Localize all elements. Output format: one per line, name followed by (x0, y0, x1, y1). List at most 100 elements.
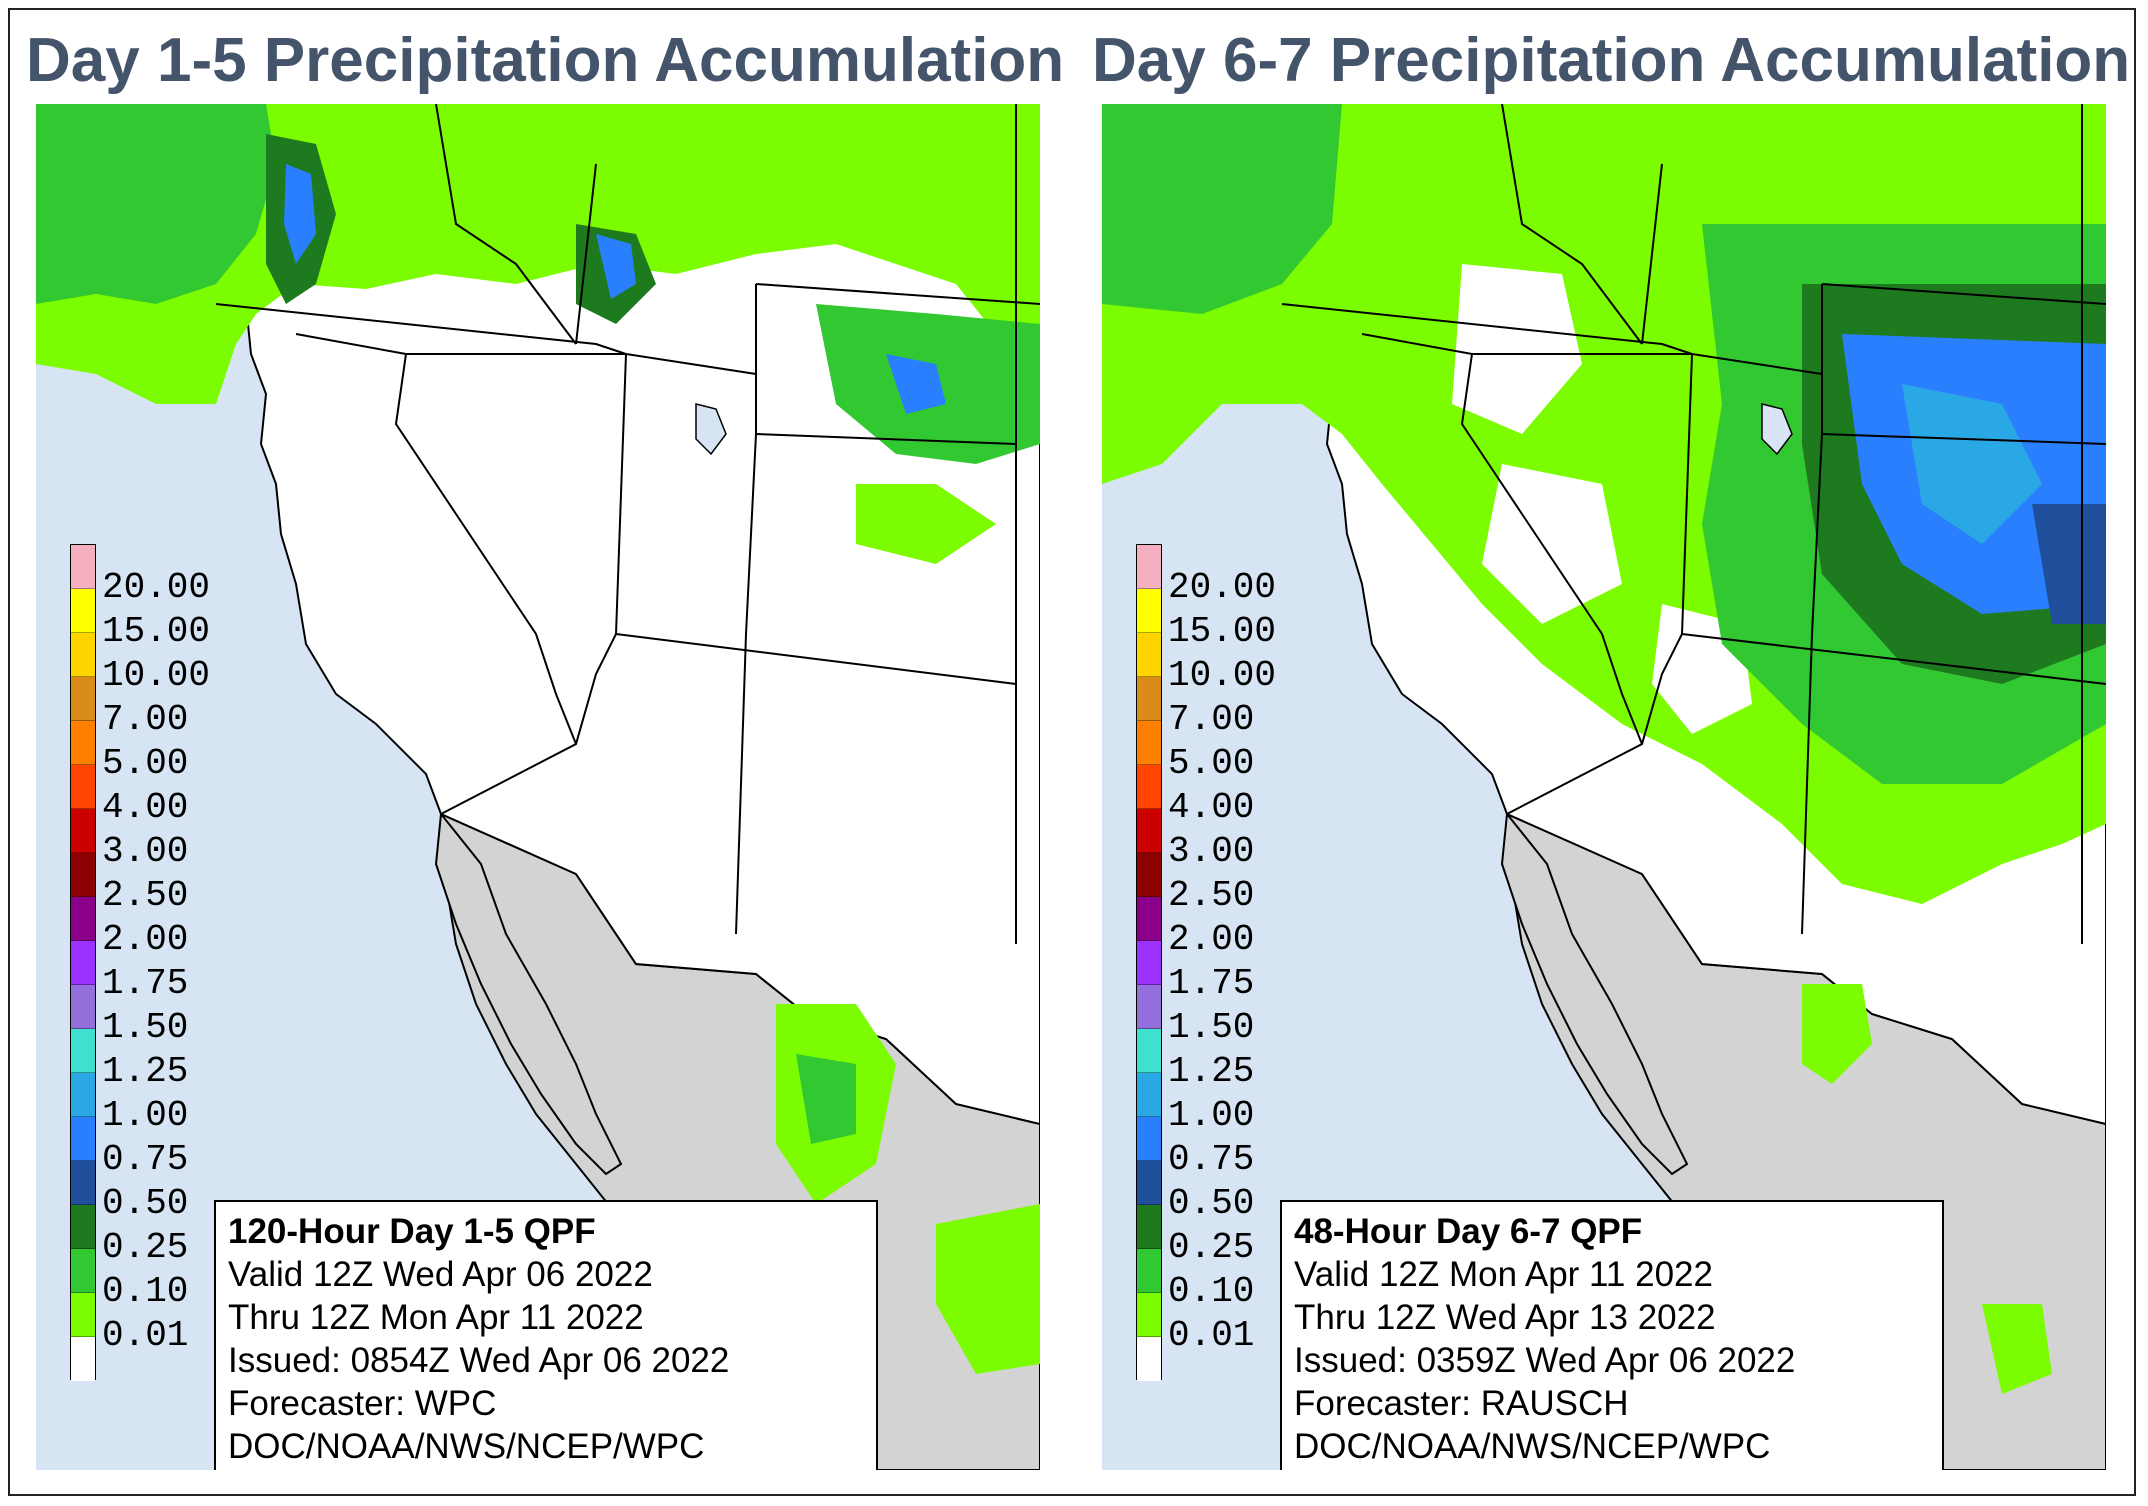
issued-time: Issued: 0854Z Wed Apr 06 2022 (228, 1341, 730, 1380)
border-wy-co (755, 433, 1017, 445)
legend-label: 0.10 (1168, 1271, 1255, 1312)
legend-swatch (71, 985, 95, 1029)
legend-label: 0.25 (102, 1227, 189, 1268)
border-ut-co (1811, 433, 1823, 635)
legend-label: 0.50 (102, 1183, 189, 1224)
issued-time: Issued: 0359Z Wed Apr 06 2022 (1294, 1341, 1796, 1380)
legend-swatch (71, 765, 95, 809)
legend-swatch (1137, 721, 1161, 765)
legend-swatch (71, 1117, 95, 1161)
legend-label: 20.00 (102, 567, 211, 608)
precip-wyoming-heavy (886, 354, 946, 414)
legend-label: 1.00 (102, 1095, 189, 1136)
legend-swatch (71, 677, 95, 721)
border-id-west (435, 104, 577, 345)
great-salt-lake (695, 403, 727, 456)
legend-swatch (1137, 1337, 1161, 1381)
border-az-ca (1506, 633, 1683, 815)
border-az-nm-vertical (1801, 633, 1813, 935)
border-ca-nv (394, 353, 577, 745)
legend-swatch (1137, 809, 1161, 853)
great-salt-lake (1761, 403, 1793, 456)
border-ca-nv (1460, 353, 1643, 745)
border-or-ca-nv (1281, 303, 1693, 355)
legend-colorbar (1136, 544, 1162, 1381)
legend-colorbar (70, 544, 96, 1381)
thru-time: Thru 12Z Wed Apr 13 2022 (1294, 1298, 1716, 1337)
legend-label: 3.00 (1168, 831, 1255, 872)
legend-label: 1.75 (102, 963, 189, 1004)
agency: DOC/NOAA/NWS/NCEP/WPC (1294, 1427, 1771, 1466)
legend-label: 10.00 (102, 655, 211, 696)
precip-coast-moderate (36, 104, 276, 304)
legend-swatch (1137, 1161, 1161, 1205)
map-day1-5-graphic (36, 104, 1040, 1470)
legend-label: 0.25 (1168, 1227, 1255, 1268)
legend-label: 20.00 (1168, 567, 1277, 608)
valid-time: Valid 12Z Mon Apr 11 2022 (1294, 1255, 1713, 1294)
legend-label: 0.01 (102, 1315, 189, 1356)
legend-label: 0.50 (1168, 1183, 1255, 1224)
legend-label: 2.50 (1168, 875, 1255, 916)
border-mt-wy (755, 283, 1040, 305)
legend-swatch (1137, 589, 1161, 633)
legend-label: 2.50 (102, 875, 189, 916)
baja-peninsula (434, 811, 623, 1176)
legend-swatch (1137, 897, 1161, 941)
border-wy-co (1821, 433, 2106, 445)
legend-label: 4.00 (1168, 787, 1255, 828)
legend-swatch (71, 1337, 95, 1381)
legend-label: 5.00 (1168, 743, 1255, 784)
legend-swatch (71, 589, 95, 633)
legend-swatch (1137, 1249, 1161, 1293)
legend-swatch (71, 941, 95, 985)
agency: DOC/NOAA/NWS/NCEP/WPC (228, 1427, 705, 1466)
panel-title-day6-7: Day 6-7 Precipitation Accumulation (1092, 26, 2131, 95)
legend-label: 15.00 (1168, 611, 1277, 652)
legend-swatch (71, 633, 95, 677)
precip-gap-nevada (1482, 464, 1622, 624)
thru-time: Thru 12Z Mon Apr 11 2022 (228, 1298, 644, 1337)
legend-label: 0.01 (1168, 1315, 1255, 1356)
legend-label: 1.50 (102, 1007, 189, 1048)
border-id-east (1641, 163, 1663, 345)
forecaster: Forecaster: RAUSCH (1294, 1384, 1629, 1423)
map-day6-7-graphic (1102, 104, 2106, 1470)
precip-mexico-light (1802, 984, 1872, 1084)
baja-peninsula (1500, 811, 1689, 1176)
legend-swatch (71, 1293, 95, 1337)
panel-title-day1-5: Day 1-5 Precipitation Accumulation (26, 26, 1065, 95)
map-day6-7: 20.00 15.00 10.00 7.00 5.00 4.00 3.00 2.… (1102, 104, 2106, 1470)
legend-swatch (71, 1073, 95, 1117)
border-id-east (575, 163, 597, 345)
legend-swatch (71, 897, 95, 941)
legend-swatch (71, 1205, 95, 1249)
border-az-nm (615, 633, 1017, 685)
legend-swatch (71, 1161, 95, 1205)
legend-swatch (1137, 941, 1161, 985)
legend-swatch (1137, 1029, 1161, 1073)
forecaster: Forecaster: WPC (228, 1384, 497, 1423)
qpf-title: 48-Hour Day 6-7 QPF (1294, 1212, 1643, 1251)
legend-swatch (1137, 985, 1161, 1029)
legend-label: 1.50 (1168, 1007, 1255, 1048)
border-nv-ut (615, 353, 627, 635)
legend-label: 3.00 (102, 831, 189, 872)
legend-swatch (1137, 1205, 1161, 1249)
precip-colorado-light (856, 484, 996, 564)
border-az-ca (440, 633, 617, 815)
legend-swatch (71, 545, 95, 589)
legend-swatch (71, 1029, 95, 1073)
legend-label: 0.75 (102, 1139, 189, 1180)
border-mt-wy (1821, 283, 2106, 305)
precip-mexico-south (1982, 1304, 2052, 1394)
figure-frame: Day 1-5 Precipitation Accumulation (8, 8, 2136, 1496)
legend-swatch (71, 721, 95, 765)
legend-label: 2.00 (102, 919, 189, 960)
legend-swatch (1137, 1117, 1161, 1161)
border-ut-co (745, 433, 757, 635)
legend-label: 4.00 (102, 787, 189, 828)
precip-mexico-moderate (796, 1054, 856, 1144)
legend-label: 15.00 (102, 611, 211, 652)
border-az-nm (1681, 633, 2106, 685)
